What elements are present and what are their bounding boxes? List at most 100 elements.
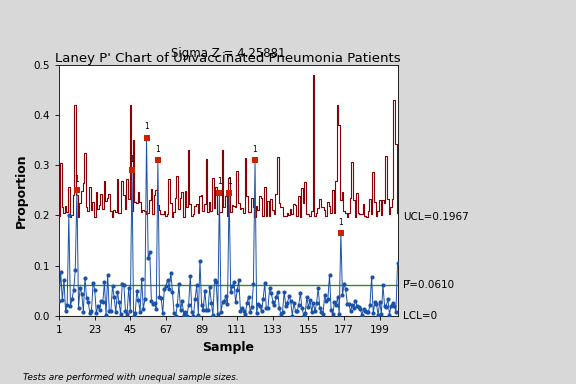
Point	[176, 307, 185, 313]
Point	[330, 300, 339, 306]
Point	[215, 190, 224, 196]
Point	[150, 300, 159, 306]
Point	[331, 302, 340, 308]
Point	[287, 313, 297, 319]
Point	[194, 311, 203, 318]
Point	[89, 280, 98, 286]
Text: 1: 1	[144, 122, 149, 131]
Point	[213, 311, 222, 317]
Point	[278, 309, 287, 315]
Point	[229, 279, 238, 285]
Point	[108, 283, 117, 289]
Point	[163, 276, 172, 283]
Point	[118, 281, 127, 287]
Point	[325, 272, 334, 278]
Point	[231, 299, 240, 305]
Point	[317, 309, 326, 315]
Point	[307, 309, 316, 315]
Point	[66, 303, 75, 309]
Point	[187, 309, 196, 315]
Point	[305, 297, 314, 303]
Title: Laney P' Chart of Unvaccinated Pneumonia Patients: Laney P' Chart of Unvaccinated Pneumonia…	[55, 51, 401, 65]
Point	[105, 308, 114, 314]
Point	[357, 312, 366, 318]
Point	[207, 300, 216, 306]
Point	[173, 302, 182, 308]
Point	[367, 273, 376, 280]
Point	[192, 282, 202, 288]
Point	[149, 301, 158, 307]
Point	[171, 313, 180, 319]
Point	[344, 301, 354, 307]
Point	[391, 309, 400, 315]
Point	[271, 294, 281, 300]
Point	[380, 303, 389, 309]
Point	[267, 290, 276, 296]
Point	[103, 271, 112, 278]
Point	[244, 293, 253, 300]
Point	[320, 292, 329, 298]
Point	[257, 308, 266, 314]
Point	[275, 305, 284, 311]
Point	[312, 300, 321, 306]
Point	[309, 300, 318, 306]
Point	[209, 312, 218, 318]
Point	[131, 310, 140, 316]
Point	[299, 312, 308, 318]
Point	[273, 289, 282, 295]
Point	[183, 313, 192, 319]
Point	[249, 281, 258, 287]
Point	[286, 298, 295, 304]
Point	[218, 299, 228, 305]
Text: 1: 1	[74, 175, 79, 184]
Point	[113, 289, 122, 295]
Point	[364, 309, 373, 315]
Point	[386, 303, 396, 309]
Point	[265, 285, 274, 291]
Point	[323, 295, 332, 301]
Text: 1: 1	[156, 145, 160, 154]
Point	[336, 230, 346, 236]
Point	[58, 297, 67, 303]
Point	[242, 300, 252, 306]
Point	[147, 298, 156, 304]
Point	[135, 309, 145, 315]
Point	[328, 311, 338, 317]
Point	[55, 298, 64, 304]
Point	[233, 287, 242, 293]
Point	[225, 190, 234, 196]
Point	[289, 300, 298, 306]
Point	[211, 279, 221, 285]
Point	[362, 309, 372, 315]
Point	[241, 311, 250, 317]
Point	[247, 304, 256, 310]
Point	[199, 307, 208, 313]
Point	[234, 277, 244, 283]
Point	[158, 310, 168, 316]
Point	[339, 281, 348, 287]
Point	[245, 309, 255, 315]
Point	[263, 305, 272, 311]
Point	[71, 267, 80, 273]
Text: UCL=0.1967: UCL=0.1967	[403, 212, 469, 222]
Point	[157, 295, 166, 301]
Point	[143, 255, 153, 261]
Point	[69, 287, 78, 293]
Point	[82, 295, 91, 301]
Point	[202, 306, 211, 313]
Point	[349, 305, 358, 311]
Point	[356, 306, 365, 313]
Point	[375, 298, 384, 305]
Point	[388, 300, 397, 306]
Point	[64, 212, 73, 218]
Point	[251, 157, 260, 163]
Point	[137, 276, 146, 282]
Point	[281, 303, 290, 309]
Point	[115, 299, 124, 305]
Point	[270, 302, 279, 308]
Point	[283, 300, 292, 306]
Y-axis label: Proportion: Proportion	[15, 153, 28, 228]
Point	[383, 296, 392, 302]
Point	[228, 283, 237, 290]
Text: 1: 1	[253, 145, 257, 154]
